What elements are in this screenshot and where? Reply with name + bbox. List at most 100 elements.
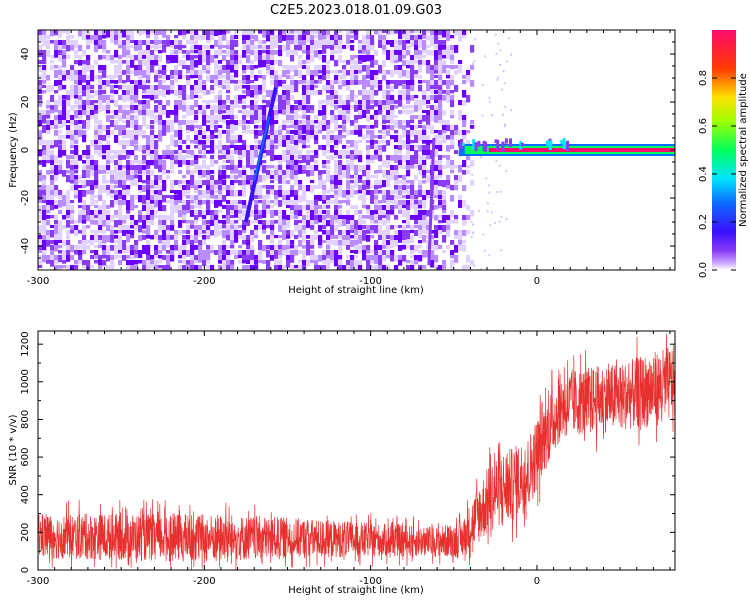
noise-cell: [134, 95, 139, 103]
noise-cell: [238, 235, 243, 239]
noise-cell: [126, 65, 131, 71]
noise-cell: [118, 195, 123, 200]
noise-cell: [178, 160, 183, 168]
noise-cell: [258, 165, 263, 172]
noise-cell: [270, 250, 275, 258]
noise-cell: [318, 245, 323, 249]
noise-cell: [50, 190, 55, 198]
noise-cell: [50, 55, 55, 59]
noise-cell: [46, 240, 51, 247]
noise-cell: [458, 35, 463, 42]
noise-cell: [190, 225, 195, 229]
noise-cell: [446, 135, 451, 140]
noise-cell: [218, 40, 223, 47]
noise-cell: [202, 100, 207, 104]
noise-cell: [406, 195, 411, 199]
noise-cell: [334, 235, 339, 239]
noise-cell: [174, 55, 179, 63]
noise-cell: [234, 180, 239, 184]
noise-cell: [426, 155, 431, 160]
noise-cell: [446, 245, 451, 250]
noise-cell: [442, 30, 447, 38]
noise-cell: [66, 135, 71, 139]
noise-cell: [286, 155, 291, 161]
noise-cell: [58, 245, 63, 249]
noise-cell: [446, 30, 451, 36]
noise-cell: [294, 135, 299, 143]
noise-cell: [70, 255, 75, 260]
noise-cell: [446, 225, 451, 233]
noise-cell: [496, 78, 499, 81]
noise-cell: [418, 170, 423, 176]
noise-cell: [350, 265, 355, 270]
noise-cell: [158, 225, 163, 233]
noise-cell: [370, 35, 375, 42]
noise-cell: [238, 100, 243, 104]
noise-cell: [286, 90, 291, 97]
noise-cell: [346, 145, 351, 149]
noise-cell: [262, 95, 267, 102]
noise-cell: [134, 175, 139, 179]
noise-cell: [78, 100, 83, 107]
noise-cell: [138, 55, 143, 60]
noise-cell: [426, 115, 431, 122]
noise-cell: [82, 230, 87, 236]
noise-cell: [290, 145, 295, 153]
noise-cell: [378, 235, 383, 240]
noise-cell: [278, 125, 283, 133]
noise-cell: [406, 140, 411, 145]
noise-cell: [290, 85, 295, 92]
noise-cell: [326, 65, 331, 69]
noise-cell: [294, 235, 299, 240]
noise-cell: [490, 114, 493, 116]
noise-cell: [78, 95, 83, 102]
noise-cell: [378, 85, 383, 91]
noise-cell: [54, 185, 59, 193]
noise-cell: [266, 35, 271, 42]
noise-cell: [166, 250, 171, 254]
noise-cell: [150, 30, 155, 35]
noise-cell: [254, 55, 259, 62]
noise-cell: [442, 80, 447, 85]
noise-cell: [150, 135, 155, 142]
noise-cell: [126, 95, 131, 102]
noise-cell: [234, 220, 239, 224]
noise-cell: [262, 50, 267, 54]
noise-cell: [370, 255, 375, 261]
noise-cell: [114, 215, 119, 218]
noise-cell: [378, 155, 383, 162]
noise-cell: [154, 200, 159, 208]
noise-cell: [298, 150, 303, 156]
noise-cell: [122, 225, 127, 233]
noise-cell: [158, 55, 163, 62]
noise-cell: [477, 209, 480, 212]
noise-cell: [446, 215, 451, 221]
noise-cell: [502, 113, 504, 116]
noise-cell: [386, 170, 391, 178]
noise-cell: [418, 35, 423, 40]
noise-cell: [434, 105, 439, 111]
noise-cell: [106, 50, 111, 54]
noise-cell: [406, 180, 411, 184]
noise-cell: [78, 255, 83, 263]
noise-cell: [102, 260, 107, 266]
noise-cell: [58, 50, 63, 58]
noise-cell: [146, 35, 151, 39]
noise-cell: [458, 235, 463, 240]
noise-cell: [218, 185, 223, 191]
noise-cell: [98, 265, 103, 270]
noise-cell: [106, 190, 111, 196]
noise-cell: [206, 60, 211, 66]
noise-cell: [450, 35, 455, 39]
noise-cell: [346, 60, 351, 65]
noise-cell: [370, 210, 375, 215]
noise-cell: [426, 240, 431, 245]
noise-cell: [362, 85, 367, 90]
noise-cell: [270, 245, 275, 251]
noise-cell: [386, 40, 391, 45]
noise-cell: [306, 245, 311, 251]
noise-cell: [206, 260, 211, 264]
noise-cell: [122, 185, 127, 191]
noise-cell: [286, 140, 291, 145]
noise-cell: [274, 165, 279, 170]
